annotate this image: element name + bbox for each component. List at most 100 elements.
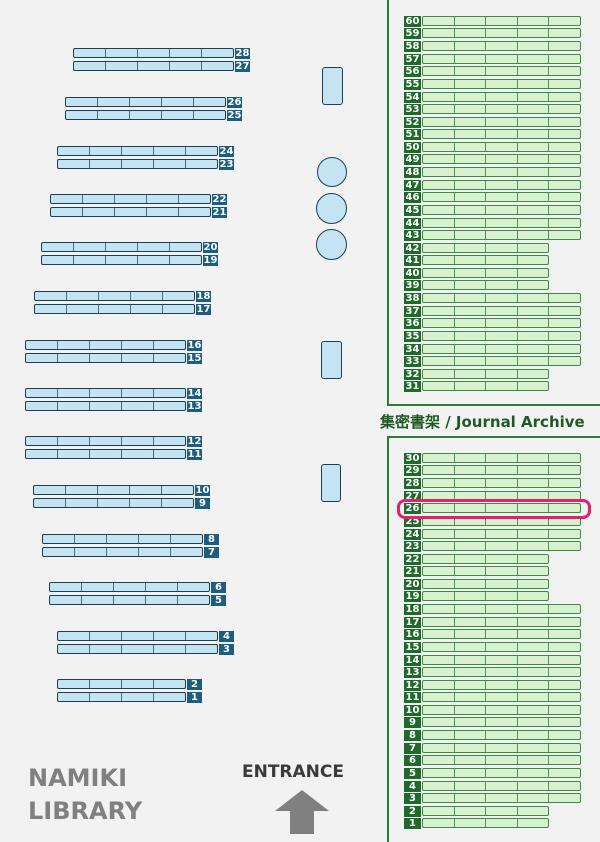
shelf[interactable] [422, 280, 549, 290]
shelf[interactable] [57, 146, 218, 156]
shelf[interactable] [422, 66, 581, 76]
shelf[interactable] [41, 255, 202, 265]
shelf[interactable] [57, 644, 218, 654]
shelf[interactable] [422, 629, 581, 639]
shelf[interactable] [422, 465, 581, 475]
shelf[interactable] [57, 692, 186, 702]
shelf[interactable] [65, 97, 226, 107]
shelf[interactable] [25, 340, 186, 350]
shelf-section [51, 208, 83, 216]
shelf[interactable] [422, 381, 549, 391]
shelf[interactable] [422, 16, 581, 26]
shelf-section [549, 67, 580, 75]
shelf[interactable] [422, 680, 581, 690]
shelf[interactable] [422, 154, 581, 164]
shelf[interactable] [65, 110, 226, 120]
shelf[interactable] [422, 453, 581, 463]
shelf[interactable] [422, 781, 581, 791]
shelf[interactable] [422, 617, 581, 627]
shelf-number-label: 35 [404, 331, 421, 342]
shelf[interactable] [422, 318, 581, 328]
shelf-section [486, 794, 518, 802]
shelf[interactable] [422, 142, 581, 152]
shelf[interactable] [422, 92, 581, 102]
shelf[interactable] [57, 631, 218, 641]
shelf[interactable] [25, 353, 186, 363]
shelf[interactable] [422, 28, 581, 38]
shelf[interactable] [33, 485, 194, 495]
shelf[interactable] [42, 534, 203, 544]
shelf[interactable] [422, 705, 581, 715]
shelf-section [58, 450, 90, 458]
shelf[interactable] [57, 679, 186, 689]
shelf[interactable] [42, 547, 203, 557]
shelf[interactable] [422, 604, 581, 614]
shelf[interactable] [422, 167, 581, 177]
shelf[interactable] [422, 579, 549, 589]
shelf[interactable] [422, 306, 581, 316]
shelf[interactable] [422, 255, 549, 265]
shelf[interactable] [422, 818, 549, 828]
shelf[interactable] [25, 436, 186, 446]
shelf[interactable] [422, 566, 549, 576]
shelf[interactable] [422, 369, 549, 379]
shelf[interactable] [422, 667, 581, 677]
shelf[interactable] [34, 291, 195, 301]
shelf[interactable] [25, 449, 186, 459]
shelf-section [423, 454, 455, 462]
shelf[interactable] [422, 117, 581, 127]
shelf[interactable] [50, 194, 211, 204]
shelf[interactable] [422, 268, 549, 278]
shelf-section [518, 29, 550, 37]
shelf[interactable] [422, 503, 581, 513]
shelf[interactable] [422, 768, 581, 778]
shelf[interactable] [422, 692, 581, 702]
shelf[interactable] [422, 793, 581, 803]
shelf[interactable] [422, 243, 549, 253]
shelf[interactable] [422, 180, 581, 190]
shelf[interactable] [73, 61, 234, 71]
shelf[interactable] [422, 54, 581, 64]
shelf[interactable] [422, 344, 581, 354]
shelf[interactable] [422, 192, 581, 202]
shelf[interactable] [422, 529, 581, 539]
shelf[interactable] [422, 293, 581, 303]
shelf[interactable] [422, 129, 581, 139]
shelf[interactable] [49, 595, 210, 605]
shelf[interactable] [422, 79, 581, 89]
shelf[interactable] [422, 591, 549, 601]
shelf[interactable] [422, 356, 581, 366]
shelf-section [486, 319, 518, 327]
shelf[interactable] [33, 498, 194, 508]
shelf[interactable] [57, 159, 218, 169]
shelf[interactable] [422, 41, 581, 51]
shelf[interactable] [73, 48, 234, 58]
shelf-section [549, 168, 580, 176]
shelf[interactable] [422, 642, 581, 652]
shelf[interactable] [422, 218, 581, 228]
shelf[interactable] [422, 755, 581, 765]
shelf[interactable] [422, 655, 581, 665]
shelf[interactable] [422, 104, 581, 114]
shelf[interactable] [41, 242, 202, 252]
shelf-section [139, 535, 171, 543]
shelf[interactable] [50, 207, 211, 217]
shelf[interactable] [422, 743, 581, 753]
shelf-section [486, 756, 518, 764]
shelf[interactable] [422, 730, 581, 740]
shelf[interactable] [25, 401, 186, 411]
shelf[interactable] [422, 806, 549, 816]
shelf[interactable] [422, 230, 581, 240]
shelf[interactable] [34, 304, 195, 314]
shelf[interactable] [422, 554, 549, 564]
shelf[interactable] [49, 582, 210, 592]
shelf-section [486, 668, 518, 676]
shelf[interactable] [422, 541, 581, 551]
shelf[interactable] [422, 717, 581, 727]
shelf-section [518, 67, 550, 75]
shelf[interactable] [422, 478, 581, 488]
shelf[interactable] [25, 388, 186, 398]
shelf-section [423, 193, 455, 201]
shelf[interactable] [422, 205, 581, 215]
shelf[interactable] [422, 331, 581, 341]
